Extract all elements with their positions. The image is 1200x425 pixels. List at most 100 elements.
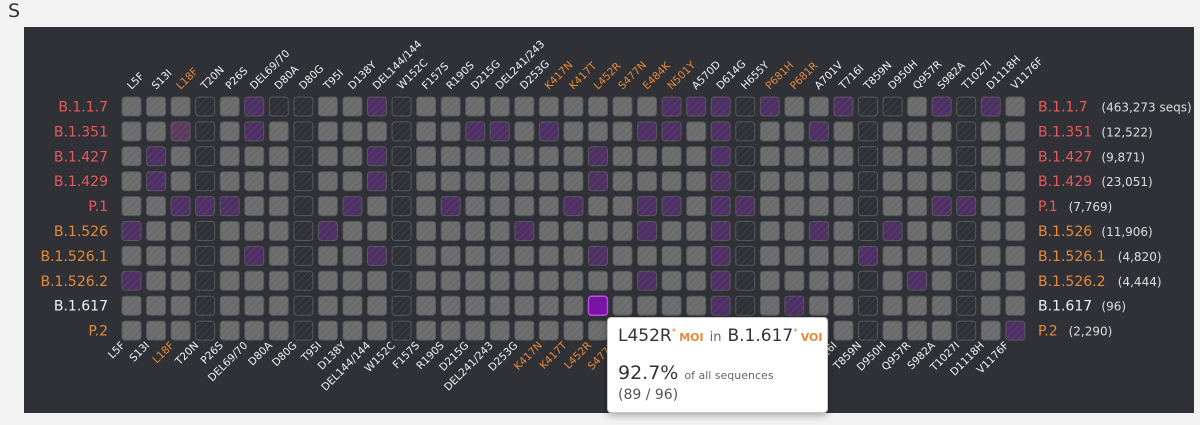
heatmap-cell[interactable] bbox=[833, 221, 854, 241]
heatmap-cell[interactable] bbox=[612, 295, 633, 316]
mutation-label[interactable]: T20N bbox=[173, 340, 202, 369]
heatmap-cell[interactable] bbox=[391, 221, 412, 241]
heatmap-cell[interactable] bbox=[342, 96, 363, 117]
heatmap-cell[interactable] bbox=[956, 196, 977, 217]
heatmap-cell[interactable] bbox=[956, 270, 977, 291]
heatmap-cell[interactable] bbox=[146, 96, 167, 117]
heatmap-cell[interactable] bbox=[563, 171, 584, 192]
heatmap-cell[interactable] bbox=[784, 221, 805, 241]
heatmap-cell[interactable] bbox=[367, 146, 387, 167]
heatmap-cell[interactable] bbox=[661, 245, 682, 266]
heatmap-cell[interactable] bbox=[686, 270, 707, 291]
heatmap-cell[interactable] bbox=[121, 96, 142, 117]
heatmap-cell[interactable] bbox=[637, 221, 658, 241]
heatmap-cell[interactable] bbox=[489, 146, 510, 167]
heatmap-cell[interactable] bbox=[637, 171, 658, 192]
heatmap-cell[interactable] bbox=[268, 270, 289, 291]
heatmap-cell[interactable] bbox=[538, 295, 559, 316]
heatmap-cell[interactable] bbox=[514, 121, 535, 142]
heatmap-cell[interactable] bbox=[686, 96, 707, 117]
heatmap-cell[interactable] bbox=[980, 196, 1001, 217]
heatmap-cell[interactable] bbox=[489, 96, 510, 117]
heatmap-cell[interactable] bbox=[489, 121, 510, 142]
heatmap-cell[interactable] bbox=[931, 270, 952, 291]
heatmap-cell[interactable] bbox=[465, 96, 486, 117]
heatmap-cell[interactable] bbox=[907, 221, 928, 241]
heatmap-cell[interactable] bbox=[686, 171, 707, 192]
heatmap-cell[interactable] bbox=[514, 320, 535, 341]
heatmap-cell[interactable] bbox=[219, 146, 240, 167]
heatmap-cell[interactable] bbox=[538, 270, 559, 291]
heatmap-cell[interactable] bbox=[612, 196, 633, 217]
heatmap-cell[interactable] bbox=[637, 96, 658, 117]
heatmap-cell[interactable] bbox=[587, 121, 608, 142]
heatmap-cell[interactable] bbox=[121, 196, 142, 217]
heatmap-cell[interactable] bbox=[538, 96, 559, 117]
heatmap-cell[interactable] bbox=[317, 146, 338, 167]
heatmap-cell[interactable] bbox=[293, 196, 314, 217]
heatmap-cell[interactable] bbox=[538, 221, 559, 241]
heatmap-cell[interactable] bbox=[931, 196, 952, 217]
heatmap-cell[interactable] bbox=[661, 146, 682, 167]
heatmap-cell[interactable] bbox=[612, 146, 633, 167]
heatmap-cell[interactable] bbox=[686, 221, 707, 241]
heatmap-cell[interactable] bbox=[219, 221, 240, 241]
heatmap-cell[interactable] bbox=[882, 295, 903, 316]
heatmap-cell[interactable] bbox=[784, 270, 805, 291]
heatmap-cell[interactable] bbox=[931, 245, 952, 266]
heatmap-cell[interactable] bbox=[146, 270, 167, 291]
lineage-label[interactable]: B.1.526.1 bbox=[41, 249, 109, 265]
heatmap-cell[interactable] bbox=[170, 320, 191, 341]
heatmap-cell[interactable] bbox=[146, 320, 167, 341]
heatmap-cell[interactable] bbox=[735, 221, 756, 241]
heatmap-cell[interactable] bbox=[931, 146, 952, 167]
heatmap-cell[interactable] bbox=[391, 171, 412, 192]
mutation-label[interactable]: S13I bbox=[150, 67, 175, 92]
heatmap-cell[interactable] bbox=[489, 221, 510, 241]
heatmap-cell[interactable] bbox=[391, 96, 412, 117]
heatmap-cell[interactable] bbox=[489, 320, 510, 341]
heatmap-cell[interactable] bbox=[980, 245, 1001, 266]
heatmap-cell[interactable] bbox=[833, 171, 854, 192]
heatmap-cell[interactable] bbox=[538, 196, 559, 217]
heatmap-cell[interactable] bbox=[342, 270, 363, 291]
heatmap-cell[interactable] bbox=[612, 270, 633, 291]
heatmap-cell[interactable] bbox=[784, 121, 805, 142]
heatmap-cell[interactable] bbox=[956, 96, 977, 117]
heatmap-cell[interactable] bbox=[587, 196, 608, 217]
heatmap-cell[interactable] bbox=[244, 121, 265, 142]
heatmap-cell[interactable] bbox=[317, 171, 338, 192]
heatmap-cell[interactable] bbox=[833, 270, 854, 291]
heatmap-cell[interactable] bbox=[563, 221, 584, 241]
heatmap-cell[interactable] bbox=[563, 245, 584, 266]
heatmap-cell[interactable] bbox=[489, 295, 510, 316]
heatmap-cell[interactable] bbox=[710, 146, 731, 167]
heatmap-cell[interactable] bbox=[342, 320, 363, 341]
heatmap-cell[interactable] bbox=[465, 270, 486, 291]
heatmap-cell[interactable] bbox=[195, 221, 216, 241]
heatmap-cell[interactable] bbox=[710, 270, 731, 291]
heatmap-cell[interactable] bbox=[858, 121, 878, 142]
lineage-label[interactable]: B.1.617 bbox=[54, 299, 108, 315]
heatmap-cell[interactable] bbox=[146, 121, 167, 142]
heatmap-cell[interactable] bbox=[440, 196, 461, 217]
heatmap-cell[interactable] bbox=[637, 295, 658, 316]
lineage-label[interactable]: B.1.526 bbox=[54, 224, 108, 240]
mutation-label[interactable]: L5F bbox=[125, 70, 147, 92]
heatmap-cell[interactable] bbox=[587, 146, 608, 167]
heatmap-cell[interactable] bbox=[170, 221, 191, 241]
heatmap-cell[interactable] bbox=[1005, 146, 1026, 167]
heatmap-cell[interactable] bbox=[146, 171, 167, 192]
heatmap-cell[interactable] bbox=[858, 146, 878, 167]
heatmap-cell[interactable] bbox=[907, 245, 928, 266]
heatmap-cell[interactable] bbox=[170, 196, 191, 217]
heatmap-cell[interactable] bbox=[1005, 221, 1026, 241]
heatmap-cell[interactable] bbox=[121, 171, 142, 192]
heatmap-cell[interactable] bbox=[538, 146, 559, 167]
heatmap-cell[interactable] bbox=[1005, 96, 1026, 117]
lineage-label-right[interactable]: B.1.351 bbox=[1038, 124, 1092, 140]
heatmap-cell[interactable] bbox=[195, 121, 216, 142]
heatmap-cell[interactable] bbox=[121, 320, 142, 341]
heatmap-cell[interactable] bbox=[612, 245, 633, 266]
heatmap-cell[interactable] bbox=[980, 171, 1001, 192]
